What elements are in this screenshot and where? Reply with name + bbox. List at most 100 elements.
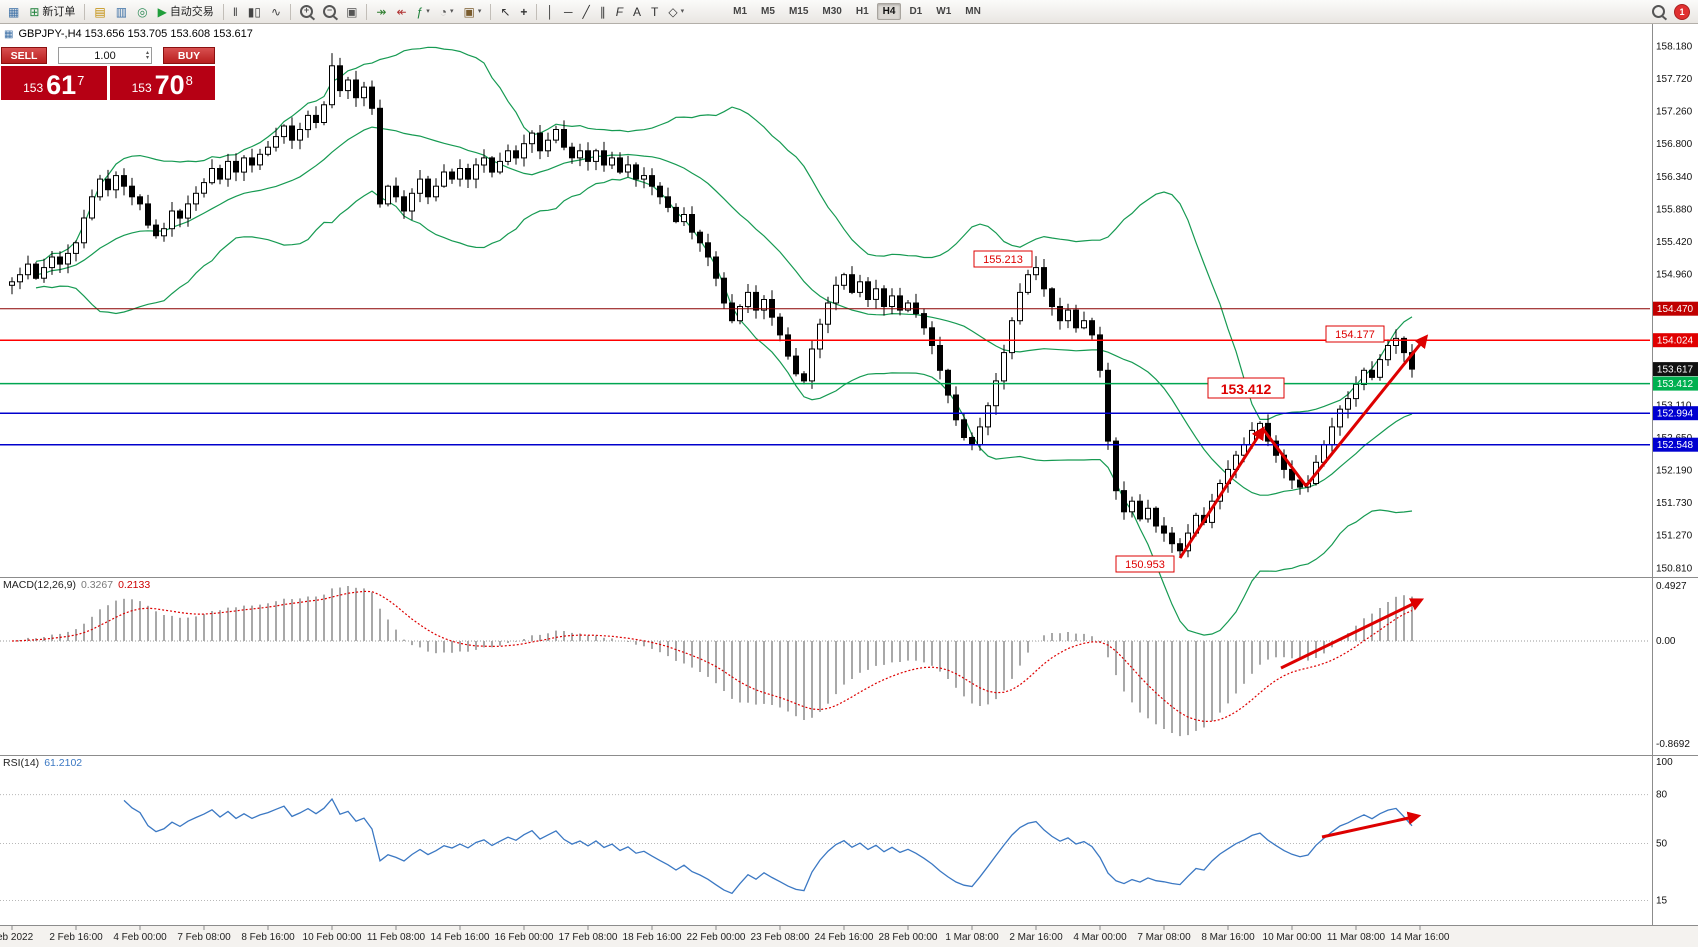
rsi-title: RSI(14) (3, 757, 40, 769)
buy-price-frac: 8 (185, 73, 193, 88)
crosshair-icon[interactable]: + (516, 3, 531, 21)
svg-text:2 Feb 16:00: 2 Feb 16:00 (49, 932, 103, 943)
market-watch-icon-glyph: ▤ (94, 4, 106, 19)
timeframe-button-m1[interactable]: M1 (733, 6, 748, 17)
svg-text:14 Feb 16:00: 14 Feb 16:00 (431, 932, 490, 943)
templates-button[interactable]: ▣ ▾ (460, 3, 486, 21)
periods-button-glyph: ◔ (439, 4, 447, 19)
svg-text:155.880: 155.880 (1656, 204, 1693, 215)
market-watch-icon[interactable]: ▤ (90, 3, 109, 21)
sell-price-display[interactable]: 153 61 7 (1, 66, 107, 100)
svg-text:154.024: 154.024 (1657, 336, 1694, 347)
timeframe-button-h1[interactable]: H1 (855, 6, 869, 17)
timeframe-button-h4[interactable]: H4 (876, 3, 902, 20)
svg-text:155.420: 155.420 (1656, 237, 1693, 248)
sell-price-base: 153 (23, 81, 44, 95)
zoom-out-icon[interactable]: − (319, 3, 340, 20)
data-window-icon-glyph: ▥ (115, 4, 128, 19)
macd-signal-value: 0.2133 (118, 579, 151, 591)
svg-text:150.810: 150.810 (1656, 563, 1693, 574)
timeframe-button-m15[interactable]: M15 (788, 6, 809, 17)
candlestick-chart-icon[interactable]: ▮▯ (244, 3, 265, 21)
horizontal-price-lines[interactable] (0, 308, 1650, 446)
chart-shift-icon-glyph: ↞ (396, 4, 407, 19)
tile-windows-icon-glyph: ▣ (346, 4, 358, 19)
toolbar-separator (490, 3, 492, 20)
svg-text:7 Mar 08:00: 7 Mar 08:00 (1137, 932, 1191, 943)
periods-button[interactable]: ◔ ▾ (436, 3, 458, 21)
auto-scroll-icon[interactable]: ↠ (372, 3, 390, 21)
volume-down-icon[interactable]: ▾ (145, 54, 149, 61)
timeframe-button-mn[interactable]: MN (965, 6, 981, 17)
templates-button-glyph: ▣ (463, 4, 475, 19)
svg-text:4 Mar 00:00: 4 Mar 00:00 (1073, 932, 1127, 943)
svg-text:154.470: 154.470 (1657, 304, 1694, 315)
cursor-icon[interactable]: ↖ (496, 3, 514, 21)
buy-price-display[interactable]: 153 70 8 (109, 66, 215, 100)
timeframe-button-d1[interactable]: D1 (909, 6, 923, 17)
svg-text:50: 50 (1656, 839, 1668, 850)
shapes-button[interactable]: ◇ ▾ (664, 3, 688, 21)
svg-text:0.4927: 0.4927 (1656, 581, 1687, 592)
price-annotations[interactable]: 155.213 154.177 153.412 150.953 (973, 250, 1385, 573)
macd-main-value: 0.3267 (80, 579, 114, 591)
volume-up-icon[interactable]: ▴ (145, 49, 149, 56)
fibonacci-icon[interactable]: F (612, 3, 627, 21)
svg-text:24 Feb 16:00: 24 Feb 16:00 (815, 932, 874, 943)
svg-text:14 Mar 16:00: 14 Mar 16:00 (1391, 932, 1450, 943)
sell-button[interactable]: SELL (1, 47, 47, 64)
line-chart-icon[interactable]: ∿ (267, 3, 285, 21)
new-order-button[interactable]: ⊞ 新订单 (25, 3, 79, 21)
rsi-indicator-label: RSI(14) 61.2102 (3, 757, 82, 769)
notifications-button[interactable]: 1 (1670, 2, 1694, 22)
trendline-icon[interactable]: ╱ (578, 3, 593, 21)
svg-text:23 Feb 08:00: 23 Feb 08:00 (751, 932, 810, 943)
timeframe-group: M1 M5 M15 M30 H1 H4 D1 W1 MN (727, 3, 987, 20)
volume-spinner[interactable]: ▴ ▾ (146, 49, 149, 62)
candles-layer (9, 53, 1415, 558)
buy-price-pips: 70 (154, 70, 185, 100)
volume-value: 1.00 (94, 49, 116, 62)
trend-arrows[interactable] (1178, 334, 1429, 839)
zoom-in-icon[interactable]: + (296, 3, 317, 20)
text-label-icon-glyph: T (651, 4, 659, 19)
rsi-panel: 100 80 50 15 (0, 757, 1673, 907)
svg-text:10 Mar 00:00: 10 Mar 00:00 (1263, 932, 1322, 943)
search-button[interactable] (1648, 3, 1669, 20)
svg-text:28 Feb 00:00: 28 Feb 00:00 (879, 932, 938, 943)
svg-text:0.00: 0.00 (1656, 636, 1676, 647)
equidistant-channel-icon-glyph: ∥ (599, 4, 606, 19)
navigator-icon[interactable]: ◎ (133, 3, 151, 21)
svg-text:7 Feb 08:00: 7 Feb 08:00 (177, 932, 231, 943)
autotrade-button[interactable]: ▶ 自动交易 (154, 3, 218, 21)
equidistant-channel-icon[interactable]: ∥ (596, 3, 610, 21)
horizontal-line-icon-glyph: ─ (563, 4, 573, 19)
one-click-trading-panel: SELL 1.00 ▴ ▾ BUY 153 61 7 153 70 8 (1, 47, 215, 100)
vertical-line-icon[interactable]: │ (542, 3, 558, 21)
volume-input[interactable]: 1.00 ▴ ▾ (58, 47, 152, 64)
sell-price-frac: 7 (77, 73, 85, 88)
tile-windows-icon[interactable]: ▣ (342, 3, 361, 21)
bar-chart-icon-glyph: ‖ (232, 4, 238, 19)
data-window-icon[interactable]: ▥ (112, 3, 131, 21)
timeframe-button-w1[interactable]: W1 (936, 6, 952, 17)
candlestick-chart-icon-glyph: ▮▯ (247, 4, 261, 19)
chart-shift-icon[interactable]: ↞ (392, 3, 410, 21)
timeframe-button-m5[interactable]: M5 (761, 6, 775, 17)
text-icon[interactable]: A (629, 3, 645, 21)
text-label-icon[interactable]: T (647, 3, 662, 21)
bar-chart-icon[interactable]: ‖ (229, 3, 242, 21)
svg-text:153.110: 153.110 (1656, 400, 1692, 411)
horizontal-line-icon[interactable]: ─ (560, 3, 577, 21)
svg-text:8 Mar 16:00: 8 Mar 16:00 (1201, 932, 1255, 943)
svg-text:80: 80 (1656, 790, 1668, 801)
svg-text:16 Feb 00:00: 16 Feb 00:00 (495, 932, 554, 943)
buy-button[interactable]: BUY (163, 47, 215, 64)
indicators-button[interactable]: ƒ ▾ (413, 3, 434, 21)
terminal-chart-icon[interactable]: ▦ (4, 3, 23, 21)
periods-button-caret-icon: ▾ (449, 7, 454, 15)
price-axis: 158.180 157.720 157.260 156.800 156.340 155.8… (1656, 42, 1693, 575)
timeframe-button-m30[interactable]: M30 (822, 6, 842, 17)
symbol-ohlc-info: ▦ GBPJPY-,H4 153.656 153.705 153.608 153… (4, 28, 253, 40)
